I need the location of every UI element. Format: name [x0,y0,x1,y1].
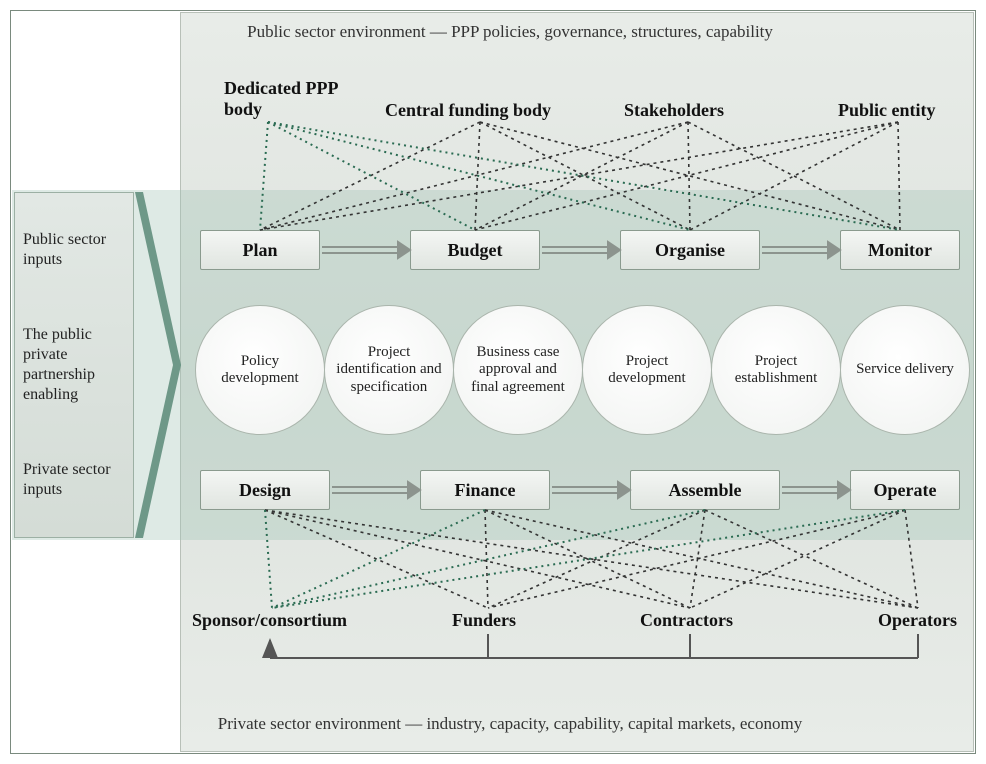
actor-contractors: Contractors [640,610,733,631]
phase-project-identification: Project identification and specification [324,305,454,435]
stage-monitor: Monitor [840,230,960,270]
phase-business-case: Business case approval and final agreeme… [453,305,583,435]
actor-central-funding: Central funding body [385,100,551,121]
phase-service-delivery: Service delivery [840,305,970,435]
phase-policy-development: Policy development [195,305,325,435]
actor-dedicated-ppp-body: Dedicated PPP body [224,78,344,120]
left-panel: Public sector inputs The public private … [14,192,134,538]
stage-plan: Plan [200,230,320,270]
actor-stakeholders: Stakeholders [624,100,724,121]
chevron-icon [135,192,183,538]
actor-operators: Operators [878,610,957,631]
top-environment-caption: Public sector environment — PPP policies… [60,22,960,42]
stage-organise: Organise [620,230,760,270]
actor-public-entity: Public entity [838,100,936,121]
actor-label: Dedicated PPP body [224,78,337,119]
left-item-enabling: The public private partnership enabling [23,325,125,405]
actor-sponsor-consortium: Sponsor/consortium [192,610,347,631]
stage-finance: Finance [420,470,550,510]
stage-budget: Budget [410,230,540,270]
bottom-environment-caption: Private sector environment — industry, c… [60,714,960,734]
actor-funders: Funders [452,610,516,631]
stage-operate: Operate [850,470,960,510]
left-item-private: Private sector inputs [23,460,125,500]
phase-project-establishment: Project establishment [711,305,841,435]
phase-project-development: Project development [582,305,712,435]
left-item-public: Public sector inputs [23,230,125,270]
stage-design: Design [200,470,330,510]
stage-assemble: Assemble [630,470,780,510]
